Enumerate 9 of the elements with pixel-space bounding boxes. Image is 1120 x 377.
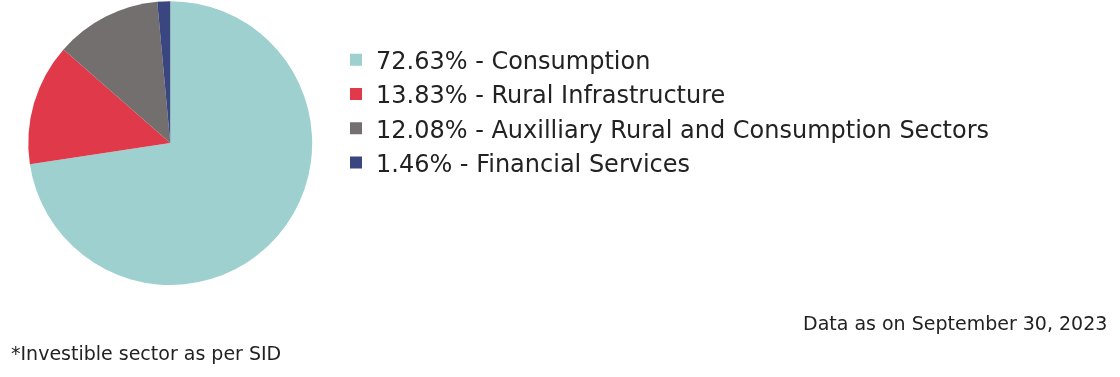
pie-slice	[29, 1, 313, 285]
legend-label: 1.46% - Financial Services	[376, 149, 691, 178]
pie-slice	[28, 49, 171, 165]
legend-label: 72.63% - Consumption	[376, 47, 651, 76]
legend-label: 12.08% - Auxilliary Rural and Consumption Sectors	[376, 115, 990, 144]
legend-label: 13.83% - Rural Infrastructure	[376, 81, 726, 110]
text: *Investible sector as per SID	[11, 342, 282, 364]
text: Data as on September 30, 2023	[803, 312, 1108, 334]
pie-slice	[63, 1, 171, 144]
